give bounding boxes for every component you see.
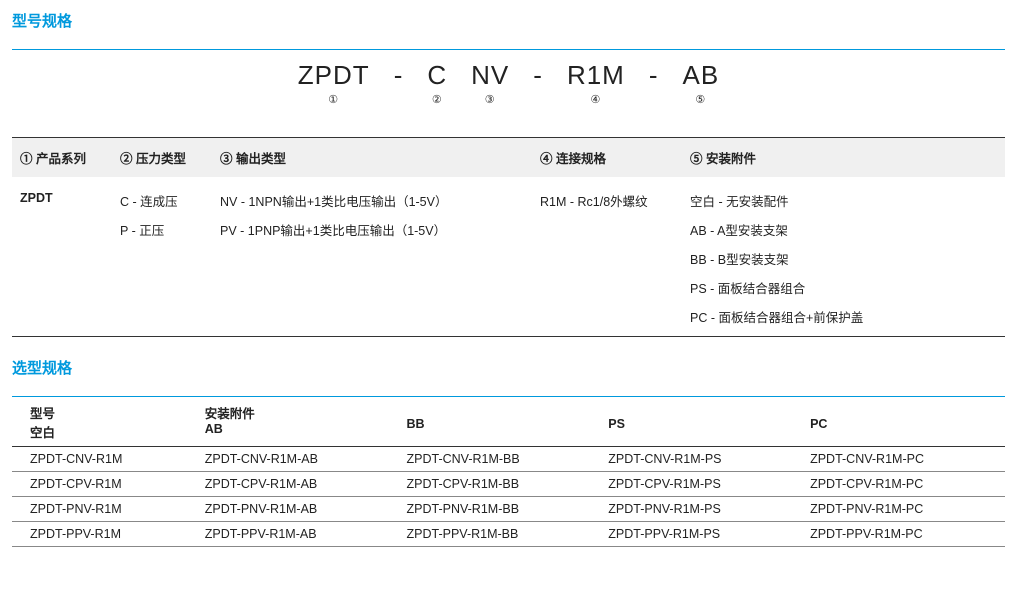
head-line: 安装附件: [205, 403, 390, 422]
spec-cell-output: NV - 1NPN输出+1类比电压输出（1-5V） PV - 1PNP输出+1类…: [212, 177, 532, 336]
code-seg-pressure: C ②: [427, 60, 447, 107]
selection-table: 型号 空白 安装附件 AB BB PS PC: [12, 397, 1005, 547]
spec-value: PC - 面板结合器组合+前保护盖: [690, 307, 997, 326]
model-code-display: ZPDT ① - C ② NV ③ - R1M ④ - AB ⑤: [12, 60, 1005, 107]
spec-value: PV - 1PNP输出+1类比电压输出（1-5V）: [220, 220, 524, 239]
spec-cell-accessory: 空白 - 无安装配件 AB - A型安装支架 BB - B型安装支架 PS - …: [682, 177, 1005, 336]
head-line: BB: [407, 417, 592, 431]
cell: ZPDT-CPV-R1M-PC: [802, 472, 1005, 497]
spacer: [649, 93, 659, 107]
code-seg-output: NV ③: [471, 60, 509, 107]
code-index: ③: [471, 93, 509, 107]
dash-text: -: [649, 60, 659, 90]
code-text: C: [427, 60, 447, 90]
head-line: 空白: [30, 422, 188, 441]
spec-value: BB - B型安装支架: [690, 249, 997, 268]
cell: ZPDT-CNV-R1M-PC: [802, 447, 1005, 472]
cell: ZPDT-PPV-R1M-PC: [802, 522, 1005, 547]
head-line: PS: [608, 417, 793, 431]
code-dash: -: [394, 60, 404, 107]
spacer: [533, 93, 543, 107]
cell: ZPDT-PPV-R1M-PS: [600, 522, 802, 547]
table-header-row: 型号 空白 安装附件 AB BB PS PC: [12, 397, 1005, 447]
col-head-bb: BB: [398, 397, 600, 447]
table-row: ZPDT-PPV-R1M ZPDT-PPV-R1M-AB ZPDT-PPV-R1…: [12, 522, 1005, 547]
cell: ZPDT-CPV-R1M-AB: [196, 472, 398, 497]
spec-value: PS - 面板结合器组合: [690, 278, 997, 297]
code-seg-connection: R1M ④: [567, 60, 625, 107]
col-head-pc: PC: [802, 397, 1005, 447]
model-spec-section: 型号规格 ZPDT ① - C ② NV ③ - R1M ④ -: [12, 10, 1005, 337]
table-row: ZPDT-CNV-R1M ZPDT-CNV-R1M-AB ZPDT-CNV-R1…: [12, 447, 1005, 472]
head-line: AB: [205, 422, 390, 436]
code-dash: -: [649, 60, 659, 107]
cell: ZPDT-CPV-R1M-PS: [600, 472, 802, 497]
code-text: NV: [471, 60, 509, 90]
cell: ZPDT-PNV-R1M-PS: [600, 497, 802, 522]
cell: ZPDT-CNV-R1M: [12, 447, 196, 472]
spec-value: 空白 - 无安装配件: [690, 191, 997, 210]
cell: ZPDT-PNV-R1M-PC: [802, 497, 1005, 522]
code-text: R1M: [567, 60, 625, 90]
code-index: ⑤: [683, 93, 720, 107]
code-dash: -: [533, 60, 543, 107]
cell: ZPDT-PPV-R1M: [12, 522, 196, 547]
spec-cell-series: ZPDT: [12, 177, 112, 336]
code-index: ②: [427, 93, 447, 107]
cell: ZPDT-CPV-R1M: [12, 472, 196, 497]
cell: ZPDT-PNV-R1M-BB: [398, 497, 600, 522]
col-head-model: 型号 空白: [12, 397, 196, 447]
selection-spec-section: 选型规格 型号 空白 安装附件 AB BB PS: [12, 357, 1005, 547]
spacer: [394, 93, 404, 107]
head-line: [810, 403, 996, 417]
code-text: ZPDT: [298, 60, 370, 90]
spec-cell-pressure: C - 连成压 P - 正压: [112, 177, 212, 336]
cell: ZPDT-CNV-R1M-PS: [600, 447, 802, 472]
spec-legend-grid: ① 产品系列 ② 压力类型 ③ 输出类型 ④ 连接规格 ⑤ 安装附件 ZPDT …: [12, 137, 1005, 337]
spec-value: R1M - Rc1/8外螺纹: [540, 191, 674, 210]
spec-head-pressure: ② 压力类型: [112, 138, 212, 177]
code-seg-series: ZPDT ①: [298, 60, 370, 107]
code-index: ④: [567, 93, 625, 107]
code-seg-accessory: AB ⑤: [683, 60, 720, 107]
spec-value: C - 连成压: [120, 191, 204, 210]
spec-value: NV - 1NPN输出+1类比电压输出（1-5V）: [220, 191, 524, 210]
head-line: [608, 403, 793, 417]
dash-text: -: [394, 60, 404, 90]
section-title: 选型规格: [12, 357, 1005, 378]
cell: ZPDT-CNV-R1M-BB: [398, 447, 600, 472]
spec-cell-connection: R1M - Rc1/8外螺纹: [532, 177, 682, 336]
table-row: ZPDT-PNV-R1M ZPDT-PNV-R1M-AB ZPDT-PNV-R1…: [12, 497, 1005, 522]
cell: ZPDT-PNV-R1M-AB: [196, 497, 398, 522]
code-text: AB: [683, 60, 720, 90]
cell: ZPDT-CNV-R1M-AB: [196, 447, 398, 472]
divider: [12, 49, 1005, 50]
cell: ZPDT-CPV-R1M-BB: [398, 472, 600, 497]
col-head-ps: PS: [600, 397, 802, 447]
cell: ZPDT-PPV-R1M-AB: [196, 522, 398, 547]
code-index: ①: [298, 93, 370, 107]
col-head-ab: 安装附件 AB: [196, 397, 398, 447]
table-row: ZPDT-CPV-R1M ZPDT-CPV-R1M-AB ZPDT-CPV-R1…: [12, 472, 1005, 497]
spec-value: AB - A型安装支架: [690, 220, 997, 239]
selection-table-body: ZPDT-CNV-R1M ZPDT-CNV-R1M-AB ZPDT-CNV-R1…: [12, 447, 1005, 547]
cell: ZPDT-PPV-R1M-BB: [398, 522, 600, 547]
spec-value: P - 正压: [120, 220, 204, 239]
spec-head-connection: ④ 连接规格: [532, 138, 682, 177]
section-title: 型号规格: [12, 10, 1005, 31]
cell: ZPDT-PNV-R1M: [12, 497, 196, 522]
spec-head-series: ① 产品系列: [12, 138, 112, 177]
head-line: 型号: [30, 403, 188, 422]
head-line: PC: [810, 417, 996, 431]
head-line: [407, 403, 592, 417]
dash-text: -: [533, 60, 543, 90]
spec-head-output: ③ 输出类型: [212, 138, 532, 177]
spec-value: ZPDT: [20, 191, 53, 205]
spec-head-accessory: ⑤ 安装附件: [682, 138, 1005, 177]
